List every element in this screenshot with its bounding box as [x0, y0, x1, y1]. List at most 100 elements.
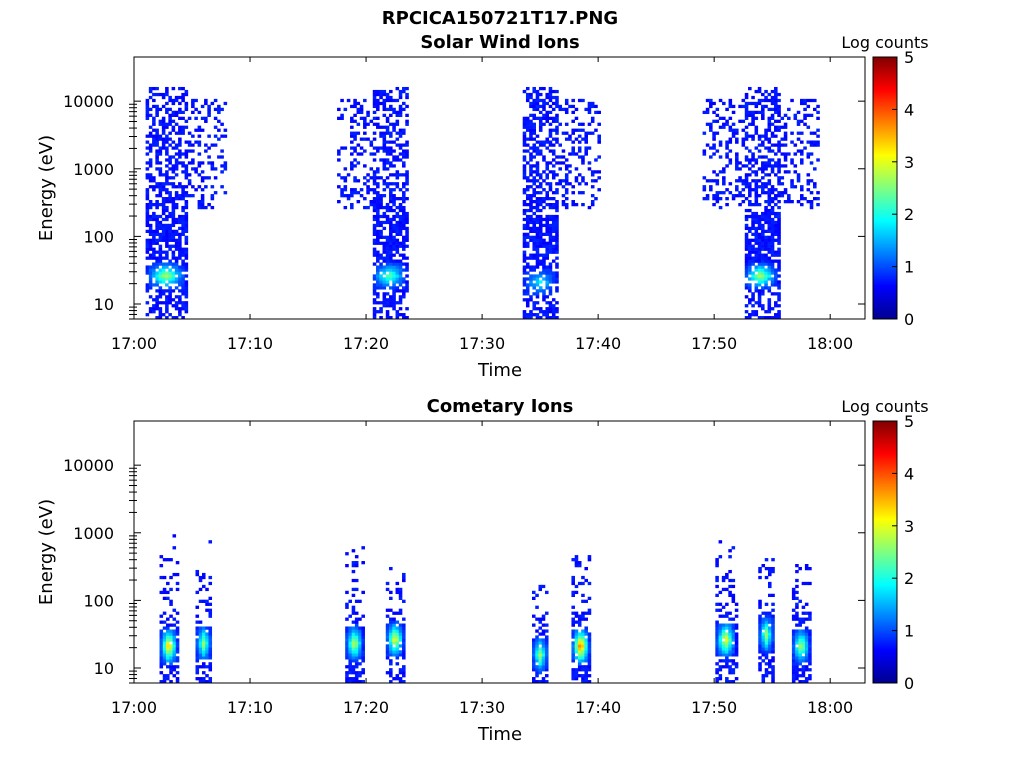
heatmap-cell: [184, 89, 189, 94]
heatmap-cell: [584, 131, 588, 135]
heatmap-cell: [184, 152, 189, 156]
heatmap-cell: [395, 587, 400, 592]
heatmap-cell: [220, 164, 224, 168]
heatmap-cell: [376, 191, 380, 195]
heatmap-cell: [389, 265, 393, 269]
heatmap-cell: [712, 131, 716, 135]
heatmap-cell: [801, 659, 806, 663]
heatmap-cell: [597, 140, 601, 144]
heatmap-cell: [590, 101, 595, 106]
heatmap-cell: [525, 286, 530, 290]
heatmap-cell: [590, 116, 595, 120]
heatmap-cell: [564, 107, 569, 112]
heatmap-cell: [178, 238, 182, 242]
heatmap-cell: [725, 614, 729, 618]
heatmap-cell: [728, 641, 732, 645]
heatmap-cell: [555, 241, 559, 245]
heatmap-cell: [529, 253, 533, 257]
heatmap-cell: [402, 197, 406, 201]
heatmap-cell: [171, 211, 176, 216]
heatmap-cell: [525, 241, 530, 245]
heatmap-cell: [395, 113, 400, 117]
heatmap-cell: [337, 152, 341, 156]
heatmap-cell: [754, 191, 759, 195]
heatmap-cell: [389, 256, 393, 260]
heatmap-cell: [145, 214, 150, 219]
heatmap-cell: [392, 197, 396, 201]
heatmap-cell: [800, 152, 804, 156]
heatmap-cell: [171, 202, 176, 207]
heatmap-cell: [148, 268, 153, 272]
heatmap-cell: [165, 134, 169, 138]
heatmap-cell: [577, 155, 582, 159]
heatmap-cell: [542, 200, 546, 204]
heatmap-cell: [171, 164, 176, 168]
heatmap-cell: [715, 119, 720, 123]
heatmap-cell: [767, 262, 772, 266]
heatmap-cell: [155, 274, 159, 278]
heatmap-cell: [376, 241, 380, 245]
colorbar-tick-label: 3: [904, 153, 914, 172]
heatmap-cell: [165, 149, 169, 153]
heatmap-cell: [816, 197, 820, 201]
heatmap-cell: [398, 638, 403, 642]
heatmap-cell: [184, 140, 189, 144]
heatmap-cell: [809, 152, 814, 156]
heatmap-cell: [541, 662, 546, 666]
heatmap-cell: [376, 271, 380, 275]
heatmap-cell: [542, 277, 546, 281]
heatmap-cell: [757, 86, 762, 91]
heatmap-cell: [382, 164, 387, 168]
heatmap-cell: [748, 286, 752, 290]
heatmap-cell: [346, 194, 351, 198]
heatmap-cell: [184, 253, 189, 257]
heatmap-cell: [402, 632, 406, 636]
heatmap-cell: [217, 110, 221, 115]
heatmap-cell: [148, 286, 153, 290]
heatmap-cell: [541, 653, 546, 657]
heatmap-cell: [744, 217, 749, 222]
heatmap-cell: [744, 304, 749, 308]
heatmap-cell: [159, 647, 164, 651]
heatmap-cell: [166, 638, 170, 642]
y-tick-label: 10: [94, 295, 114, 314]
heatmap-cell: [340, 116, 344, 120]
heatmap-cell: [735, 179, 739, 183]
heatmap-cell: [551, 304, 556, 308]
heatmap-cell: [813, 185, 817, 189]
heatmap-cell: [385, 107, 390, 112]
heatmap-cell: [379, 310, 383, 314]
heatmap-cell: [337, 200, 341, 204]
heatmap-cell: [161, 256, 166, 260]
heatmap-cell: [165, 140, 169, 144]
heatmap-cell: [809, 202, 814, 207]
heatmap-cell: [389, 680, 393, 683]
heatmap-cell: [791, 674, 796, 678]
heatmap-cell: [354, 635, 359, 639]
heatmap-cell: [751, 122, 755, 126]
heatmap-cell: [398, 623, 403, 627]
heatmap-cell: [768, 662, 772, 666]
heatmap-cell: [145, 146, 150, 150]
heatmap-cell: [767, 200, 772, 204]
heatmap-cell: [155, 113, 159, 117]
heatmap-cell: [545, 301, 549, 305]
heatmap-cell: [398, 313, 403, 317]
heatmap-cell: [522, 250, 527, 254]
heatmap-cell: [181, 259, 185, 263]
heatmap-cell: [382, 131, 387, 135]
heatmap-cell: [392, 623, 396, 627]
heatmap-cell: [382, 235, 387, 239]
heatmap-cell: [564, 131, 569, 135]
heatmap-cell: [223, 101, 228, 106]
heatmap-cell: [741, 128, 746, 132]
heatmap-cell: [804, 564, 809, 568]
heatmap-cell: [165, 92, 169, 97]
heatmap-cell: [348, 677, 352, 681]
heatmap-cell: [577, 617, 582, 621]
heatmap-cell: [181, 316, 185, 319]
heatmap-cell: [379, 265, 383, 269]
heatmap-cell: [594, 179, 598, 183]
heatmap-cell: [757, 277, 762, 281]
heatmap-cell: [155, 131, 159, 135]
